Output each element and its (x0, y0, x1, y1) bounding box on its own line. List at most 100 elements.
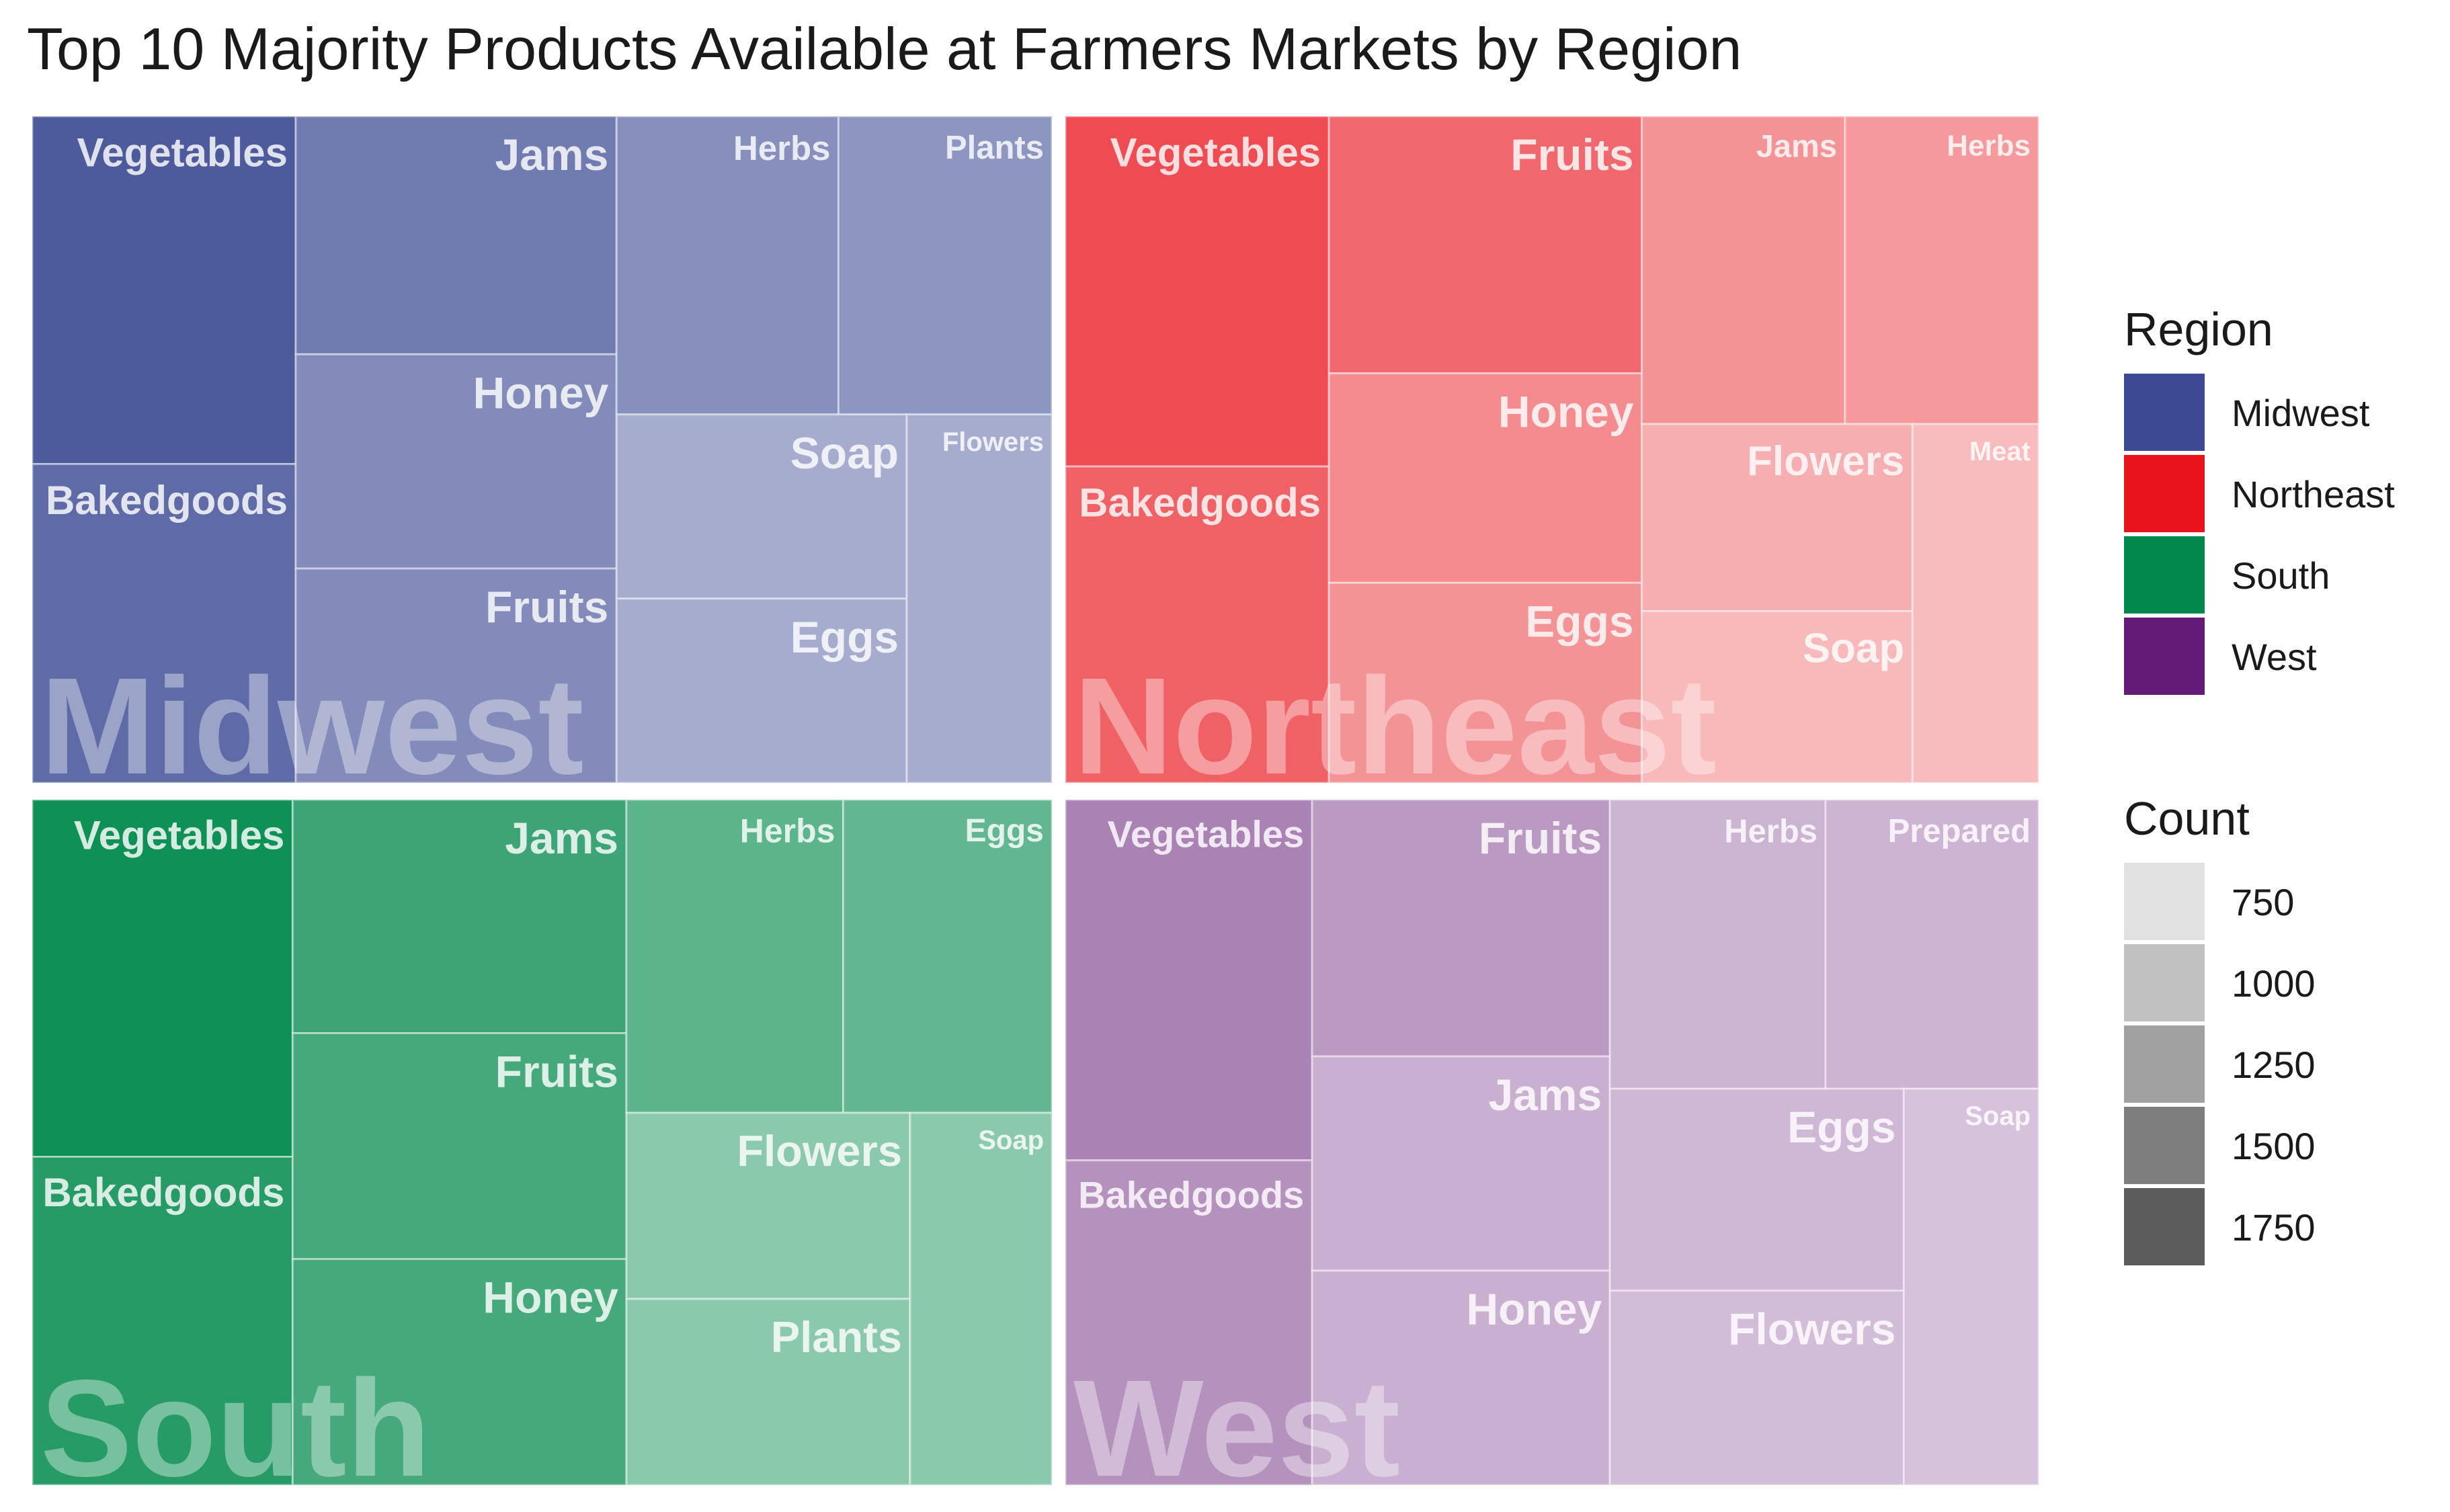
tile-midwest-jams (294, 115, 618, 355)
tile-midwest-honey (294, 353, 618, 570)
region-legend: Region Midwest Northeast South West (2124, 302, 2440, 698)
region-panel-south: South Vegetables Bakedgoods Jams Fruits Honey… (31, 798, 1053, 1505)
tile-south-jams (291, 798, 628, 1034)
tile-south-plants (625, 1298, 911, 1486)
region-legend-swatch (2124, 454, 2205, 534)
tile-label-west-jams: Jams (1488, 1070, 1602, 1120)
count-legend-item: 1250 (2124, 1024, 2440, 1105)
tile-label-south-eggs: Eggs (965, 813, 1044, 849)
region-legend-title: Region (2124, 303, 2273, 355)
tile-south-honey (291, 1258, 628, 1486)
region-label-west: West (1073, 1351, 1400, 1505)
count-legend-swatch (2124, 1187, 2205, 1267)
tile-label-south-vegetables: Vegetables (74, 813, 285, 858)
tile-label-south-honey: Honey (483, 1273, 618, 1322)
tile-west-eggs (1608, 1087, 1905, 1292)
tile-south-vegetables (31, 798, 294, 1158)
tile-label-midwest-fruits: Fruits (485, 582, 608, 632)
tile-west-honey (1311, 1269, 1611, 1486)
tile-west-fruits (1311, 798, 1611, 1058)
tile-label-midwest-herbs: Herbs (733, 129, 831, 167)
count-legend-item: 1500 (2124, 1105, 2440, 1187)
chart-title: Top 10 Majority Products Available at Fa… (27, 15, 1742, 82)
tile-west-soap (1903, 1087, 2040, 1486)
tile-northeast-honey (1328, 372, 1643, 584)
count-legend-swatch (2124, 943, 2205, 1023)
count-legend-label: 1500 (2232, 1125, 2316, 1167)
tile-northeast-eggs (1328, 581, 1643, 784)
count-legend-label: 1000 (2232, 962, 2316, 1005)
region-legend-item-south: South (2124, 535, 2440, 616)
tile-label-south-plants: Plants (771, 1312, 902, 1361)
tile-northeast-jams (1641, 115, 1846, 425)
count-legend-swatch (2124, 1106, 2205, 1186)
tile-south-bakedgoods (31, 1156, 294, 1486)
tile-northeast-vegetables (1064, 115, 1330, 468)
tile-midwest-fruits (294, 567, 618, 784)
tile-label-west-herbs: Herbs (1724, 813, 1818, 849)
tile-label-midwest-eggs: Eggs (790, 612, 899, 662)
tile-label-west-fruits: Fruits (1479, 813, 1602, 863)
count-legend-item: 750 (2124, 862, 2440, 943)
tile-label-midwest-plants: Plants (945, 130, 1044, 166)
region-legend-swatch (2124, 373, 2205, 453)
tile-label-northeast-honey: Honey (1498, 387, 1634, 437)
tile-label-midwest-bakedgoods: Bakedgoods (46, 478, 288, 523)
tile-label-west-soap: Soap (1965, 1101, 2031, 1131)
tile-label-west-prepared: Prepared (1888, 813, 2031, 849)
count-legend-title: Count (2124, 792, 2250, 845)
tile-label-northeast-bakedgoods: Bakedgoods (1079, 480, 1321, 526)
tile-label-south-flowers: Flowers (737, 1126, 902, 1175)
tile-label-northeast-meat: Meat (1969, 437, 2031, 466)
tile-west-jams (1311, 1055, 1611, 1272)
tile-northeast-soap (1641, 610, 1914, 784)
region-panel-northeast: Northeast Vegetables Bakedgoods Fruits Honey… (1064, 115, 2040, 803)
tile-label-northeast-flowers: Flowers (1747, 438, 1904, 485)
region-legend-swatch (2124, 536, 2205, 616)
region-label-south: South (40, 1351, 431, 1505)
legend: Region Midwest Northeast South West Count 7… (2124, 302, 2440, 1362)
tile-midwest-eggs (615, 597, 908, 784)
tile-midwest-soap (615, 413, 908, 600)
tile-label-west-flowers: Flowers (1728, 1304, 1895, 1354)
region-legend-swatch (2124, 617, 2205, 697)
tile-label-northeast-fruits: Fruits (1510, 130, 1633, 179)
tile-northeast-herbs (1844, 115, 2040, 425)
tile-label-northeast-vegetables: Vegetables (1110, 130, 1321, 175)
count-legend-item: 1750 (2124, 1187, 2440, 1268)
region-panel-midwest: Midwest Vegetables Bakedgoods Jams Honey Frui… (31, 115, 1053, 803)
tile-label-south-soap: Soap (978, 1126, 1044, 1155)
tile-label-northeast-herbs: Herbs (1947, 129, 2031, 162)
tile-west-flowers (1608, 1290, 1905, 1486)
tile-midwest-herbs (615, 115, 840, 416)
tile-south-eggs (842, 798, 1053, 1114)
region-label-northeast: Northeast (1073, 649, 1717, 803)
region-label-midwest: Midwest (40, 649, 584, 803)
count-legend-label: 750 (2232, 881, 2295, 923)
tile-label-midwest-soap: Soap (790, 428, 899, 478)
tile-label-midwest-honey: Honey (473, 368, 609, 417)
tile-midwest-plants (838, 115, 1053, 416)
tile-label-midwest-jams: Jams (495, 130, 608, 179)
tile-west-prepared (1824, 798, 2040, 1090)
tile-label-west-bakedgoods: Bakedgoods (1078, 1173, 1304, 1216)
region-legend-label: South (2232, 554, 2330, 597)
tile-northeast-flowers (1641, 423, 1914, 612)
count-legend: Count 750 1000 1250 1500 1750 (2124, 792, 2440, 1268)
count-legend-label: 1250 (2232, 1044, 2316, 1086)
tile-midwest-bakedgoods (31, 463, 297, 784)
tile-label-west-vegetables: Vegetables (1108, 813, 1305, 855)
tile-northeast-bakedgoods (1064, 465, 1330, 784)
tile-south-soap (909, 1111, 1053, 1486)
tile-label-midwest-flowers: Flowers (942, 427, 1044, 457)
region-legend-label: Midwest (2232, 392, 2370, 434)
tile-label-south-bakedgoods: Bakedgoods (42, 1170, 284, 1215)
tile-south-fruits (291, 1032, 628, 1261)
count-legend-label: 1750 (2232, 1206, 2316, 1249)
tile-label-south-herbs: Herbs (740, 812, 835, 850)
tile-label-west-eggs: Eggs (1787, 1102, 1895, 1152)
tile-label-south-jams: Jams (505, 813, 618, 863)
tile-label-northeast-eggs: Eggs (1525, 596, 1633, 646)
count-legend-swatch (2124, 1025, 2205, 1105)
